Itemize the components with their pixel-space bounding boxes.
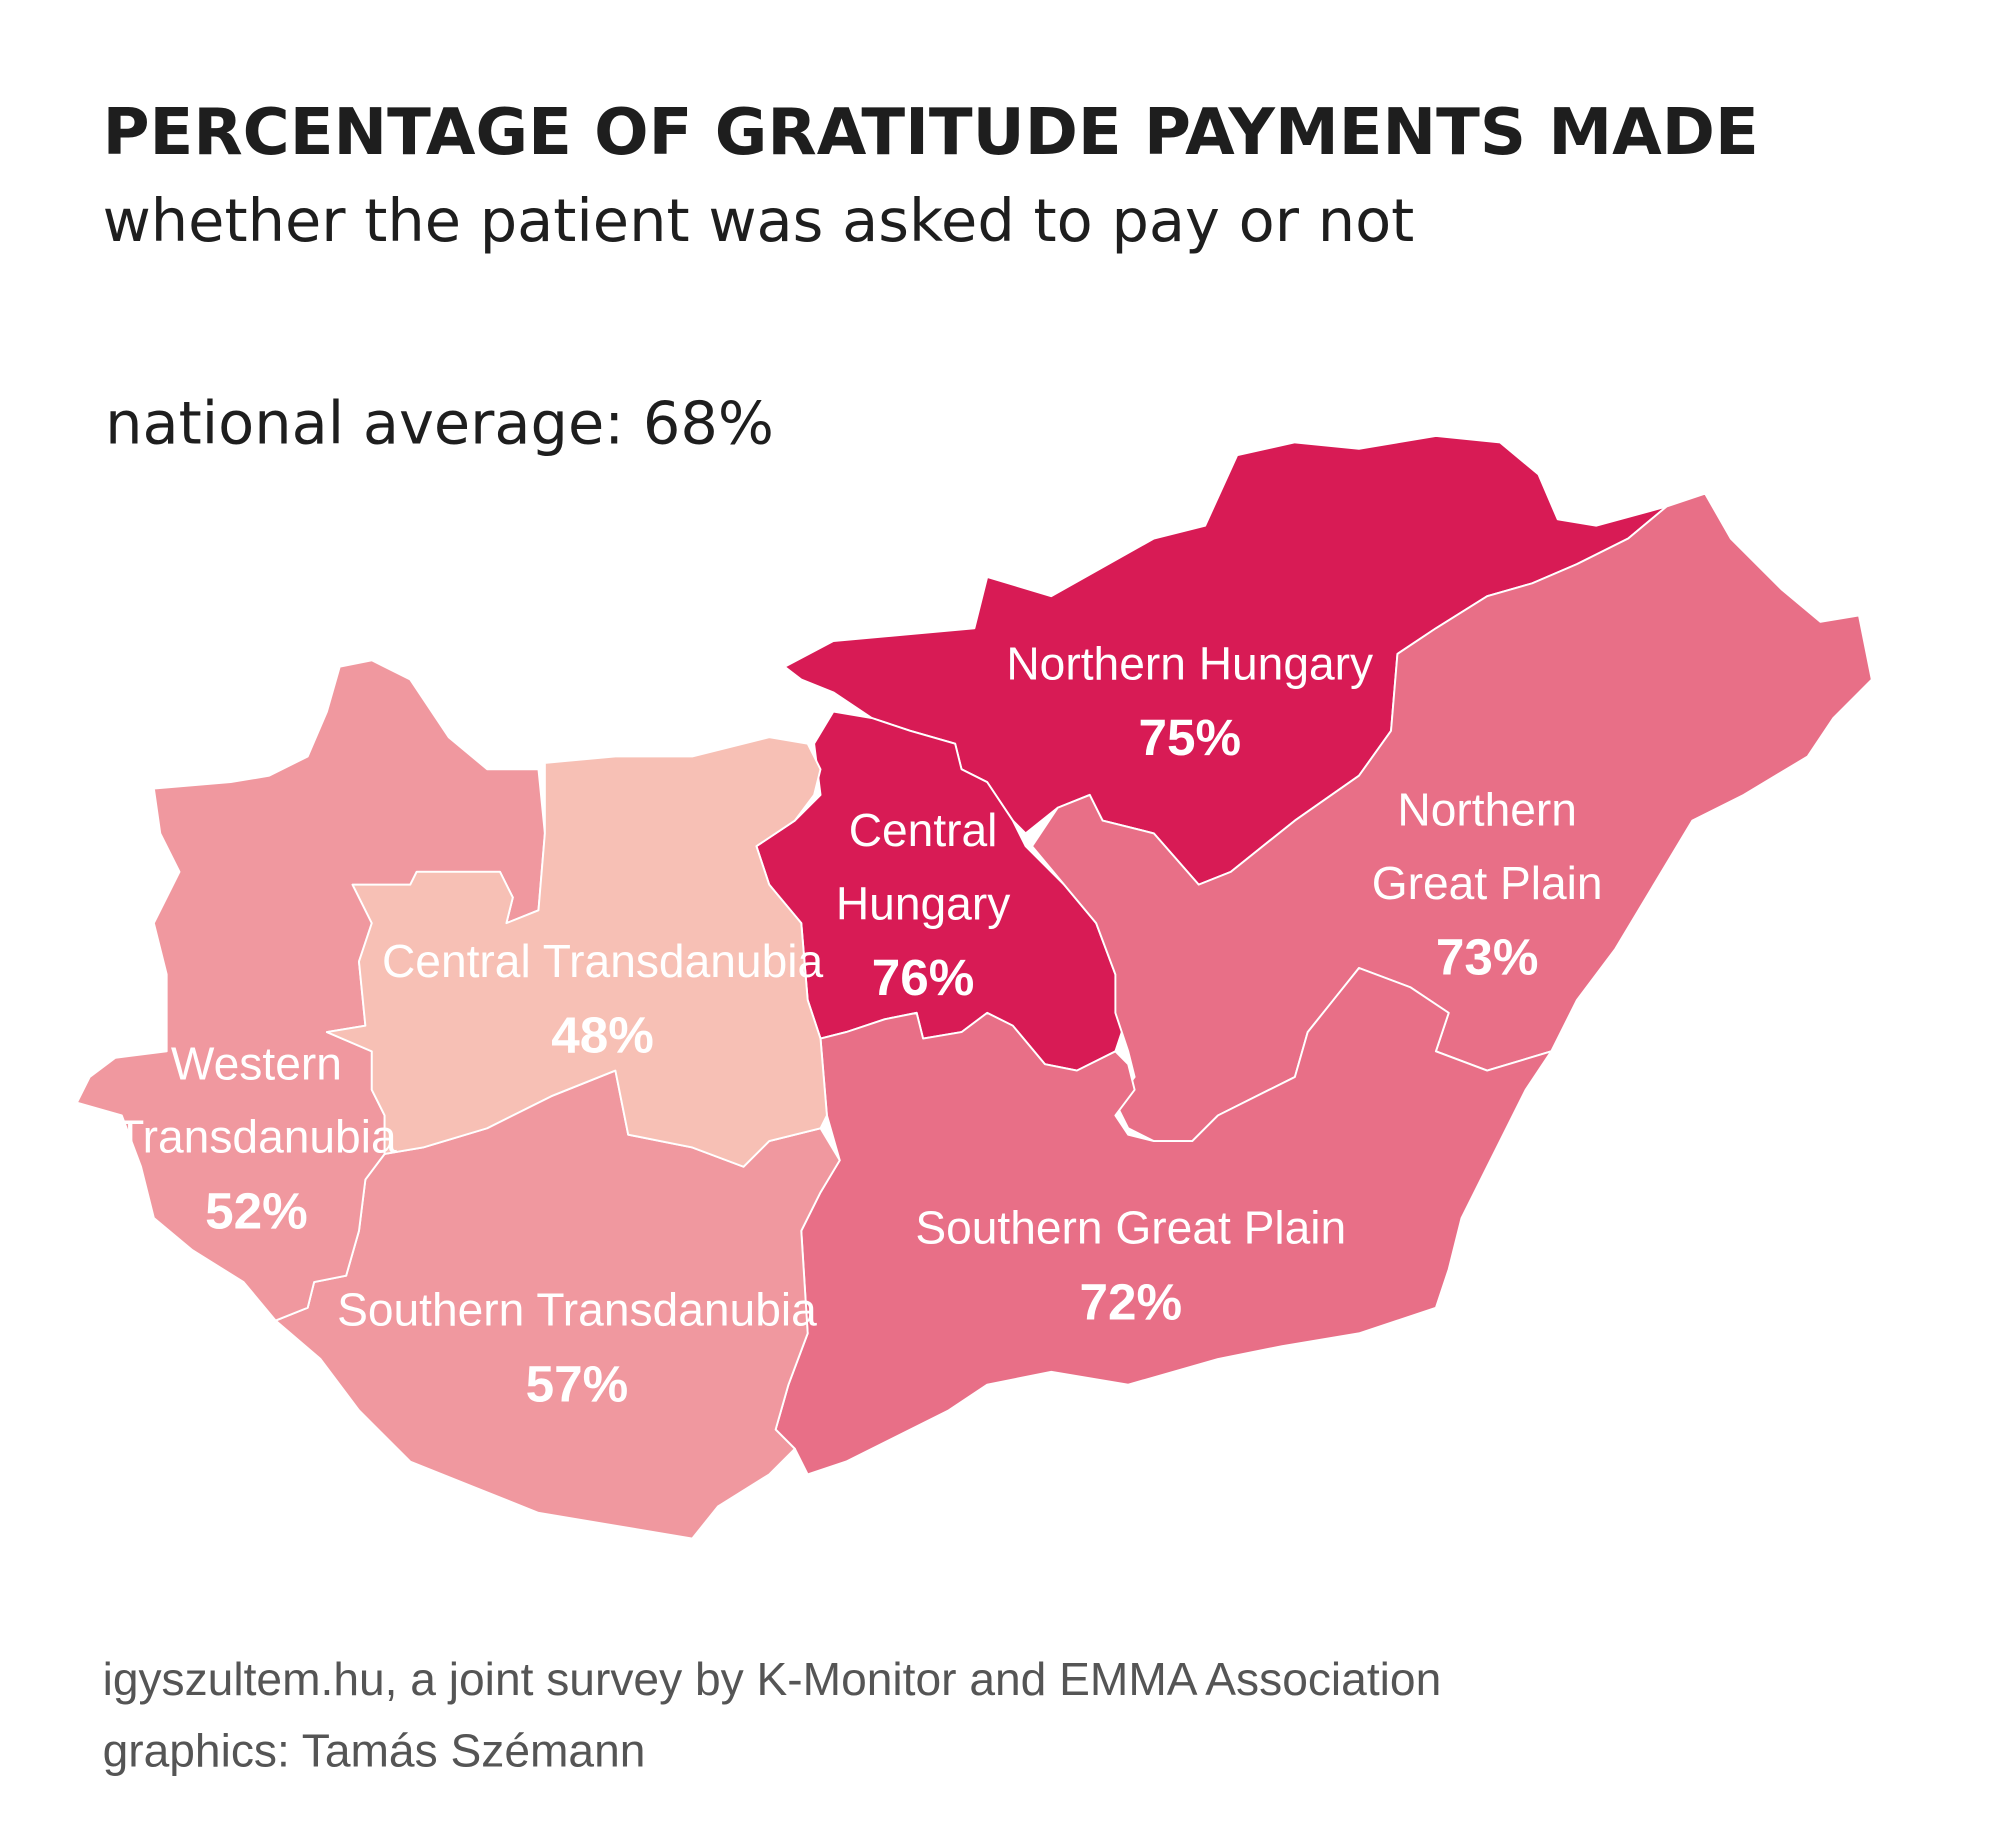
source-line: graphics: Tamás Szémann — [103, 1725, 646, 1777]
region-name: Central — [849, 804, 998, 856]
region-name: Transdanubia — [116, 1111, 397, 1163]
national-average: national average: 68% — [105, 389, 774, 458]
region-value: 48% — [551, 1007, 654, 1064]
region-value: 75% — [1138, 709, 1241, 766]
region-name: Central Transdanubia — [382, 935, 824, 987]
region-name: Western — [171, 1038, 342, 1090]
region-name: Great Plain — [1372, 857, 1603, 909]
region-value: 73% — [1436, 928, 1539, 985]
title: PERCENTAGE OF GRATITUDE PAYMENTS MADE — [103, 96, 1759, 170]
region-name: Southern Great Plain — [915, 1202, 1346, 1254]
region-name: Northern — [1397, 784, 1577, 836]
region-value: 76% — [872, 949, 975, 1006]
region-name: Hungary — [836, 877, 1010, 929]
source-line: igyszultem.hu, a joint survey by K-Monit… — [103, 1653, 1442, 1705]
region-name: Southern Transdanubia — [337, 1284, 817, 1336]
regions — [75, 434, 1873, 1540]
region — [325, 736, 828, 1168]
region — [774, 967, 1553, 1476]
region-value: 57% — [526, 1355, 629, 1412]
region-value: 72% — [1079, 1273, 1182, 1330]
labels: Northern Hungary 75% Central Hungary 76% Nort… — [116, 638, 1602, 1413]
region-name: Northern Hungary — [1006, 638, 1373, 690]
subtitle: whether the patient was asked to pay or … — [103, 186, 1415, 255]
region-value: 52% — [205, 1182, 308, 1239]
source: igyszultem.hu, a joint survey by K-Monit… — [103, 1653, 1442, 1777]
